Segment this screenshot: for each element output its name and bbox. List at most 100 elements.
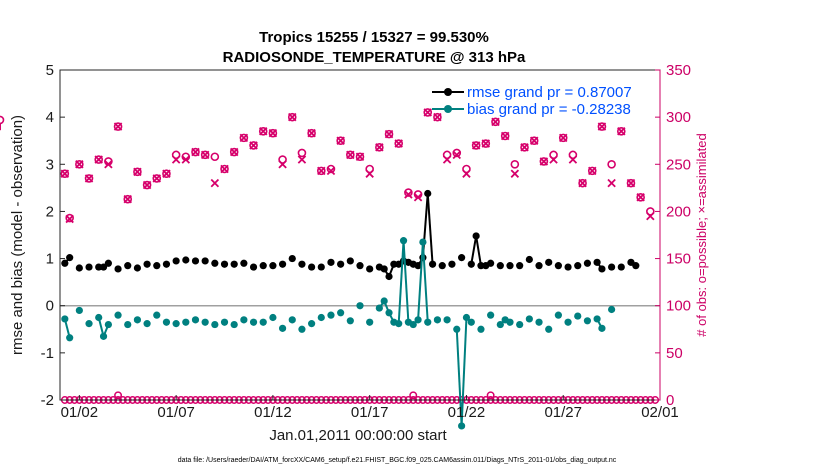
obs-possible-point	[210, 152, 220, 162]
obs-possible-point	[558, 133, 568, 143]
obs-assimilated-stroke	[142, 180, 152, 190]
obs-assimilated-stroke	[636, 193, 645, 202]
bias-point	[66, 334, 74, 342]
bias-point	[462, 313, 471, 322]
rmse-point	[133, 264, 142, 272]
obs-possible-point	[249, 141, 258, 150]
rmse-point	[608, 263, 616, 271]
rmse-point	[153, 262, 161, 270]
obs-assimilated-stroke	[152, 174, 162, 183]
obs-possible-point	[394, 139, 404, 148]
bias-point	[554, 311, 562, 319]
obs-assimilated-stroke	[529, 136, 539, 145]
bias-point	[162, 318, 171, 326]
legend-rmse-marker	[444, 88, 452, 96]
obs-assimilated-stroke	[355, 152, 365, 161]
obs-assimilated-point	[133, 167, 142, 177]
obs-assimilated-stroke	[65, 214, 74, 224]
rmse-point	[249, 263, 258, 271]
obs-assimilated-stroke	[500, 131, 510, 141]
obs-possible-point	[297, 148, 307, 158]
rmse-point	[574, 262, 582, 270]
bias-point	[124, 320, 132, 329]
rmse-point	[564, 263, 572, 271]
obs-assimilated-point	[481, 139, 491, 148]
obs-possible-point	[316, 166, 326, 176]
obs-assimilated-point	[578, 178, 587, 188]
rmse-point	[85, 263, 93, 271]
obs-possible-point	[597, 122, 607, 131]
bias-point	[133, 316, 142, 324]
y-axis-right: 0 50 100 150 200 250 300 350	[655, 62, 691, 409]
bias-point	[424, 318, 432, 326]
bias-point	[317, 313, 325, 322]
bias-point	[593, 315, 601, 323]
bias-point	[453, 325, 461, 333]
rmse-point	[278, 260, 287, 268]
y-tick-label: 5	[46, 62, 54, 79]
obs-assimilated-point	[94, 155, 103, 164]
rmse-point	[162, 260, 171, 268]
obs-possible-point	[152, 174, 162, 183]
obs-assimilated-stroke	[200, 150, 210, 160]
rmse-point	[327, 258, 335, 266]
obs-possible-point	[65, 213, 74, 223]
obs-possible-point	[607, 159, 616, 169]
obs-assimilated-stroke	[75, 160, 84, 169]
obs-assimilated-point	[162, 169, 171, 178]
obs-assimilated-stroke	[133, 167, 142, 177]
obs-possible-point	[433, 112, 442, 122]
bias-point	[288, 316, 296, 324]
obs-assimilated-point	[375, 143, 384, 152]
rmse-point	[143, 260, 151, 268]
obs-possible-point	[191, 147, 200, 157]
x-tick-label: 01/12	[254, 404, 292, 421]
y-right-tick-label: 300	[666, 109, 691, 126]
obs-assimilated-stroke	[578, 178, 587, 188]
obs-possible-point	[307, 128, 316, 138]
obs-zero-marker	[409, 391, 418, 400]
obs-assimilated-point	[317, 166, 326, 176]
obs-assimilated-point	[636, 193, 645, 202]
obs-assimilated-stroke	[452, 150, 462, 160]
y-right-tick-label: 0	[666, 392, 674, 409]
x-axis: 01/02 01/07 01/12 01/17 01/22 01/27 02/01	[61, 395, 679, 421]
obs-assimilated-point	[307, 128, 316, 138]
rmse-point	[191, 257, 200, 265]
obs-possible-point	[229, 147, 239, 157]
obs-assimilated-point	[113, 122, 123, 131]
obs-assimilated-stroke	[288, 112, 297, 122]
obs-possible-point	[133, 167, 142, 177]
obs-assimilated-point	[626, 178, 636, 188]
obs-assimilated-point	[355, 152, 365, 161]
obs-assimilated-point	[268, 128, 278, 138]
bias-point	[443, 316, 451, 324]
obs-possible-point	[162, 169, 171, 179]
y-tick-label: -2	[41, 392, 54, 409]
obs-assimilated-point	[278, 160, 287, 169]
obs-assimilated-stroke	[123, 194, 132, 204]
rmse-point	[458, 254, 466, 262]
rmse-point	[99, 263, 108, 271]
obs-assimilated-stroke	[568, 155, 578, 164]
obs-possible-point	[220, 164, 229, 174]
rmse-point	[308, 263, 316, 271]
obs-assimilated-stroke	[375, 143, 384, 152]
rmse-point	[220, 260, 229, 268]
obs-assimilated-stroke	[597, 122, 607, 131]
rmse-point	[617, 263, 625, 271]
obs-assimilated-point	[646, 211, 655, 221]
obs-assimilated-point	[558, 133, 568, 143]
rmse-segment	[470, 235, 478, 265]
obs-assimilated-point	[220, 164, 229, 174]
obs-assimilated-stroke	[607, 178, 616, 188]
bias-point	[85, 320, 93, 328]
bias-point	[191, 316, 200, 324]
bias-point	[95, 313, 103, 322]
bias-point	[598, 324, 606, 332]
obs-assimilated-point	[442, 155, 452, 164]
y-tick-label: 4	[46, 109, 54, 126]
obs-assimilated-point	[297, 155, 307, 164]
obs-assimilated-point	[404, 190, 413, 199]
